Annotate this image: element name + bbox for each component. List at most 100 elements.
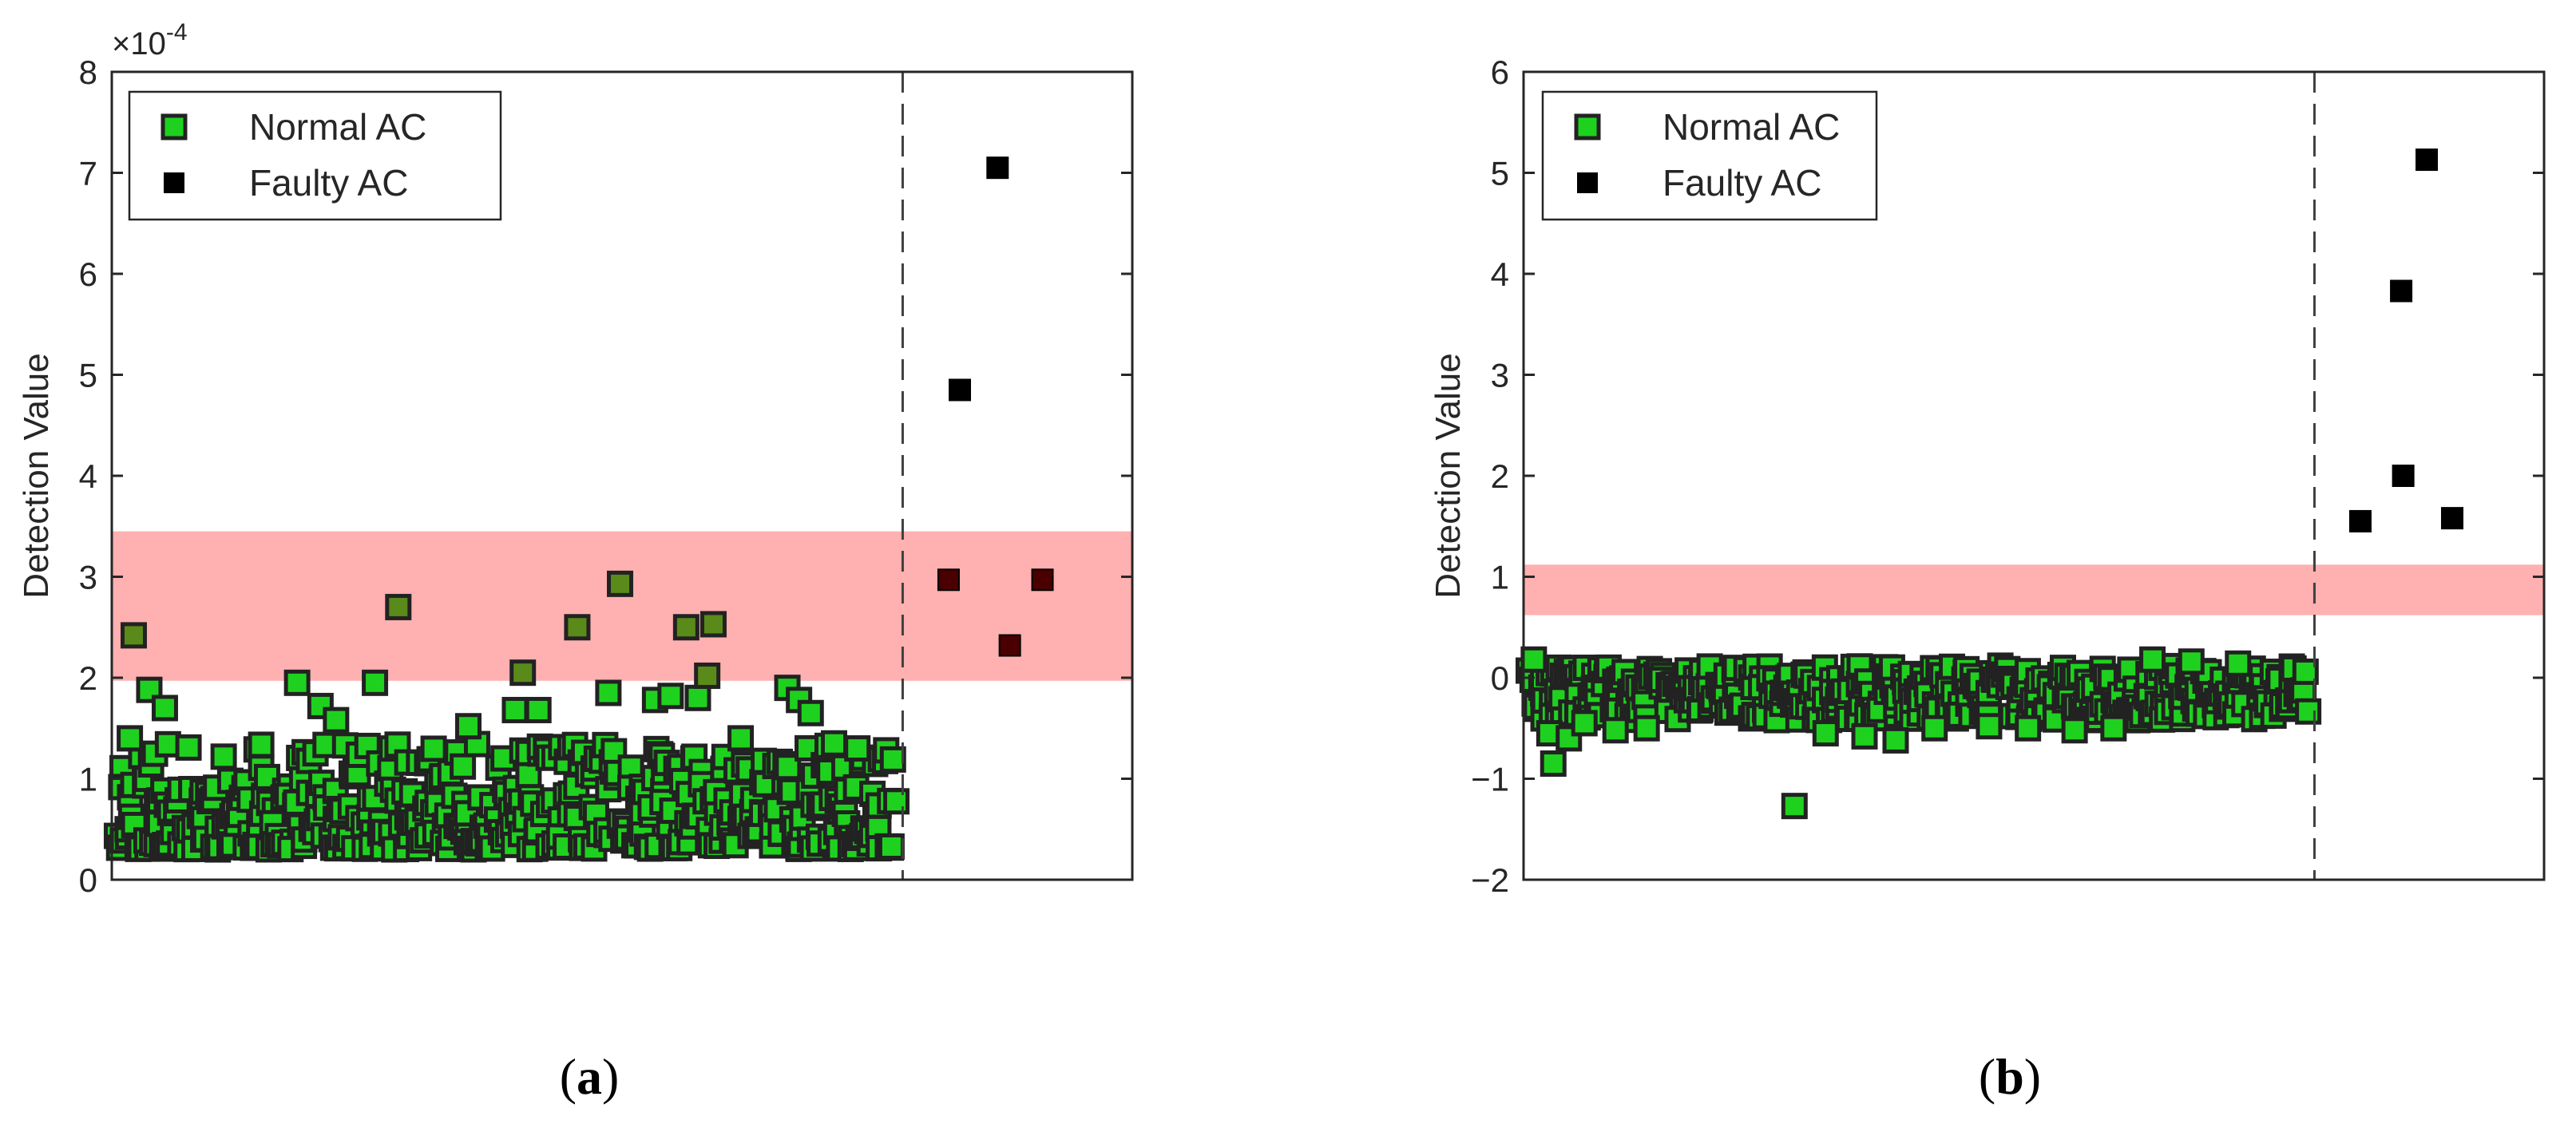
faulty-ac-point (2390, 279, 2413, 303)
y-tick-label: −2 (1471, 861, 1509, 899)
normal-ac-point (1851, 722, 1878, 750)
normal-ac-point (120, 622, 147, 649)
chart-b-legend: Normal AC Faulty AC (1541, 90, 1878, 221)
chart-a-normal-points (103, 570, 910, 863)
chart-a-legend-faulty-marker (164, 172, 184, 193)
chart-b-caption-letter: b (1995, 1048, 2024, 1105)
y-tick-label: 6 (1491, 53, 1509, 91)
normal-ac-point (525, 696, 552, 723)
normal-ac-point (882, 788, 910, 815)
chart-a-caption-letter: a (577, 1048, 602, 1105)
normal-ac-point (684, 684, 711, 711)
y-tick-label: −1 (1471, 761, 1509, 798)
normal-ac-point (1520, 646, 1548, 673)
normal-ac-point (2295, 698, 2322, 725)
normal-ac-point (362, 669, 389, 696)
y-tick-label: 3 (1491, 357, 1509, 394)
normal-ac-point (672, 614, 699, 641)
normal-ac-point (2100, 714, 2127, 742)
faulty-ac-point (2348, 509, 2372, 532)
y-tick-label: 1 (1491, 559, 1509, 596)
normal-ac-point (1921, 714, 1948, 742)
normal-ac-point (1602, 717, 1629, 744)
normal-ac-point (2225, 650, 2252, 677)
normal-ac-point (694, 662, 721, 689)
normal-ac-point (117, 725, 144, 752)
normal-ac-point (307, 692, 334, 719)
normal-ac-point (1812, 720, 1839, 747)
chart-b-legend-faulty-marker (1577, 172, 1598, 193)
normal-ac-point (699, 611, 727, 638)
normal-ac-point (455, 713, 482, 740)
normal-ac-point (175, 734, 202, 761)
normal-ac-point (797, 699, 824, 726)
faulty-ac-point (1031, 568, 1054, 592)
normal-ac-point (420, 735, 447, 762)
normal-ac-point (2061, 717, 2088, 744)
faulty-ac-point (998, 634, 1021, 657)
faulty-ac-point (937, 568, 960, 592)
chart-b-caption-close: ) (2024, 1048, 2041, 1105)
normal-ac-point (151, 695, 178, 722)
normal-ac-point (323, 706, 350, 734)
chart-b-legend-box (1541, 90, 1878, 221)
y-tick-label: 4 (1491, 255, 1509, 293)
normal-ac-point (2292, 658, 2319, 685)
normal-ac-point (607, 570, 634, 597)
normal-ac-point (1976, 713, 2003, 740)
normal-ac-point (878, 833, 905, 860)
chart-a-y-exponent-base: ×10 (112, 26, 166, 61)
normal-ac-point (1781, 793, 1808, 820)
chart-a-legend: Normal AC Faulty AC (128, 90, 502, 221)
chart-b-legend-normal-label: Normal AC (1663, 106, 1840, 148)
faulty-ac-point (2415, 148, 2439, 172)
normal-ac-point (501, 696, 529, 723)
normal-ac-point (564, 614, 591, 641)
chart-b-legend-normal-marker (1574, 113, 1601, 140)
normal-ac-point (450, 753, 477, 780)
normal-ac-point (2178, 648, 2205, 675)
normal-ac-point (879, 746, 906, 773)
chart-a-legend-normal-marker (161, 113, 188, 140)
chart-a-threshold-band (112, 531, 1132, 681)
y-tick-label: 2 (79, 659, 97, 697)
chart-b-faulty-points (2348, 148, 2463, 532)
chart-a-y-ticks: 0 1 2 3 4 5 6 7 8 (79, 53, 1132, 899)
chart-a: 0 1 2 3 4 5 6 7 8 ×10-4 Detection Value Normal A… (17, 19, 1134, 1105)
normal-ac-point (1571, 710, 1598, 737)
y-tick-label: 4 (79, 457, 97, 495)
chart-a-y-exponent-power: -4 (166, 19, 188, 46)
normal-ac-point (385, 593, 412, 620)
y-tick-label: 6 (79, 255, 97, 293)
chart-a-y-axis-label: Detection Value (17, 353, 56, 598)
normal-ac-point (844, 735, 871, 762)
chart-a-y-exponent: ×10-4 (112, 19, 188, 61)
y-tick-label: 2 (1491, 457, 1509, 495)
chart-a-legend-faulty-label: Faulty AC (249, 162, 408, 204)
chart-a-caption-open: ( (560, 1048, 577, 1105)
chart-b-y-ticks: −2 −1 0 1 2 3 4 5 6 (1471, 53, 2544, 899)
chart-b-y-axis-label: Detection Value (1429, 353, 1468, 598)
chart-b-normal-points (1515, 646, 2322, 820)
normal-ac-point (509, 659, 537, 687)
y-tick-label: 0 (1491, 659, 1509, 697)
chart-b-threshold-band (1524, 564, 2544, 615)
y-tick-label: 7 (79, 155, 97, 192)
y-tick-label: 8 (79, 53, 97, 91)
normal-ac-point (1882, 726, 1909, 754)
chart-a-caption: (a) (560, 1048, 620, 1105)
y-tick-label: 1 (79, 761, 97, 798)
normal-ac-point (657, 683, 684, 710)
chart-b-caption-open: ( (1979, 1048, 1995, 1105)
normal-ac-point (248, 731, 275, 758)
chart-a-caption-close: ) (602, 1048, 619, 1105)
y-tick-label: 3 (79, 559, 97, 596)
normal-ac-point (1633, 714, 1660, 742)
faulty-ac-point (2440, 507, 2463, 530)
normal-ac-point (2015, 714, 2042, 742)
chart-b-caption: (b) (1979, 1048, 2041, 1105)
chart-b: −2 −1 0 1 2 3 4 5 6 Detection Value Normal AC Fa… (1429, 53, 2546, 1105)
chart-a-legend-normal-label: Normal AC (249, 106, 426, 148)
normal-ac-point (283, 669, 311, 696)
